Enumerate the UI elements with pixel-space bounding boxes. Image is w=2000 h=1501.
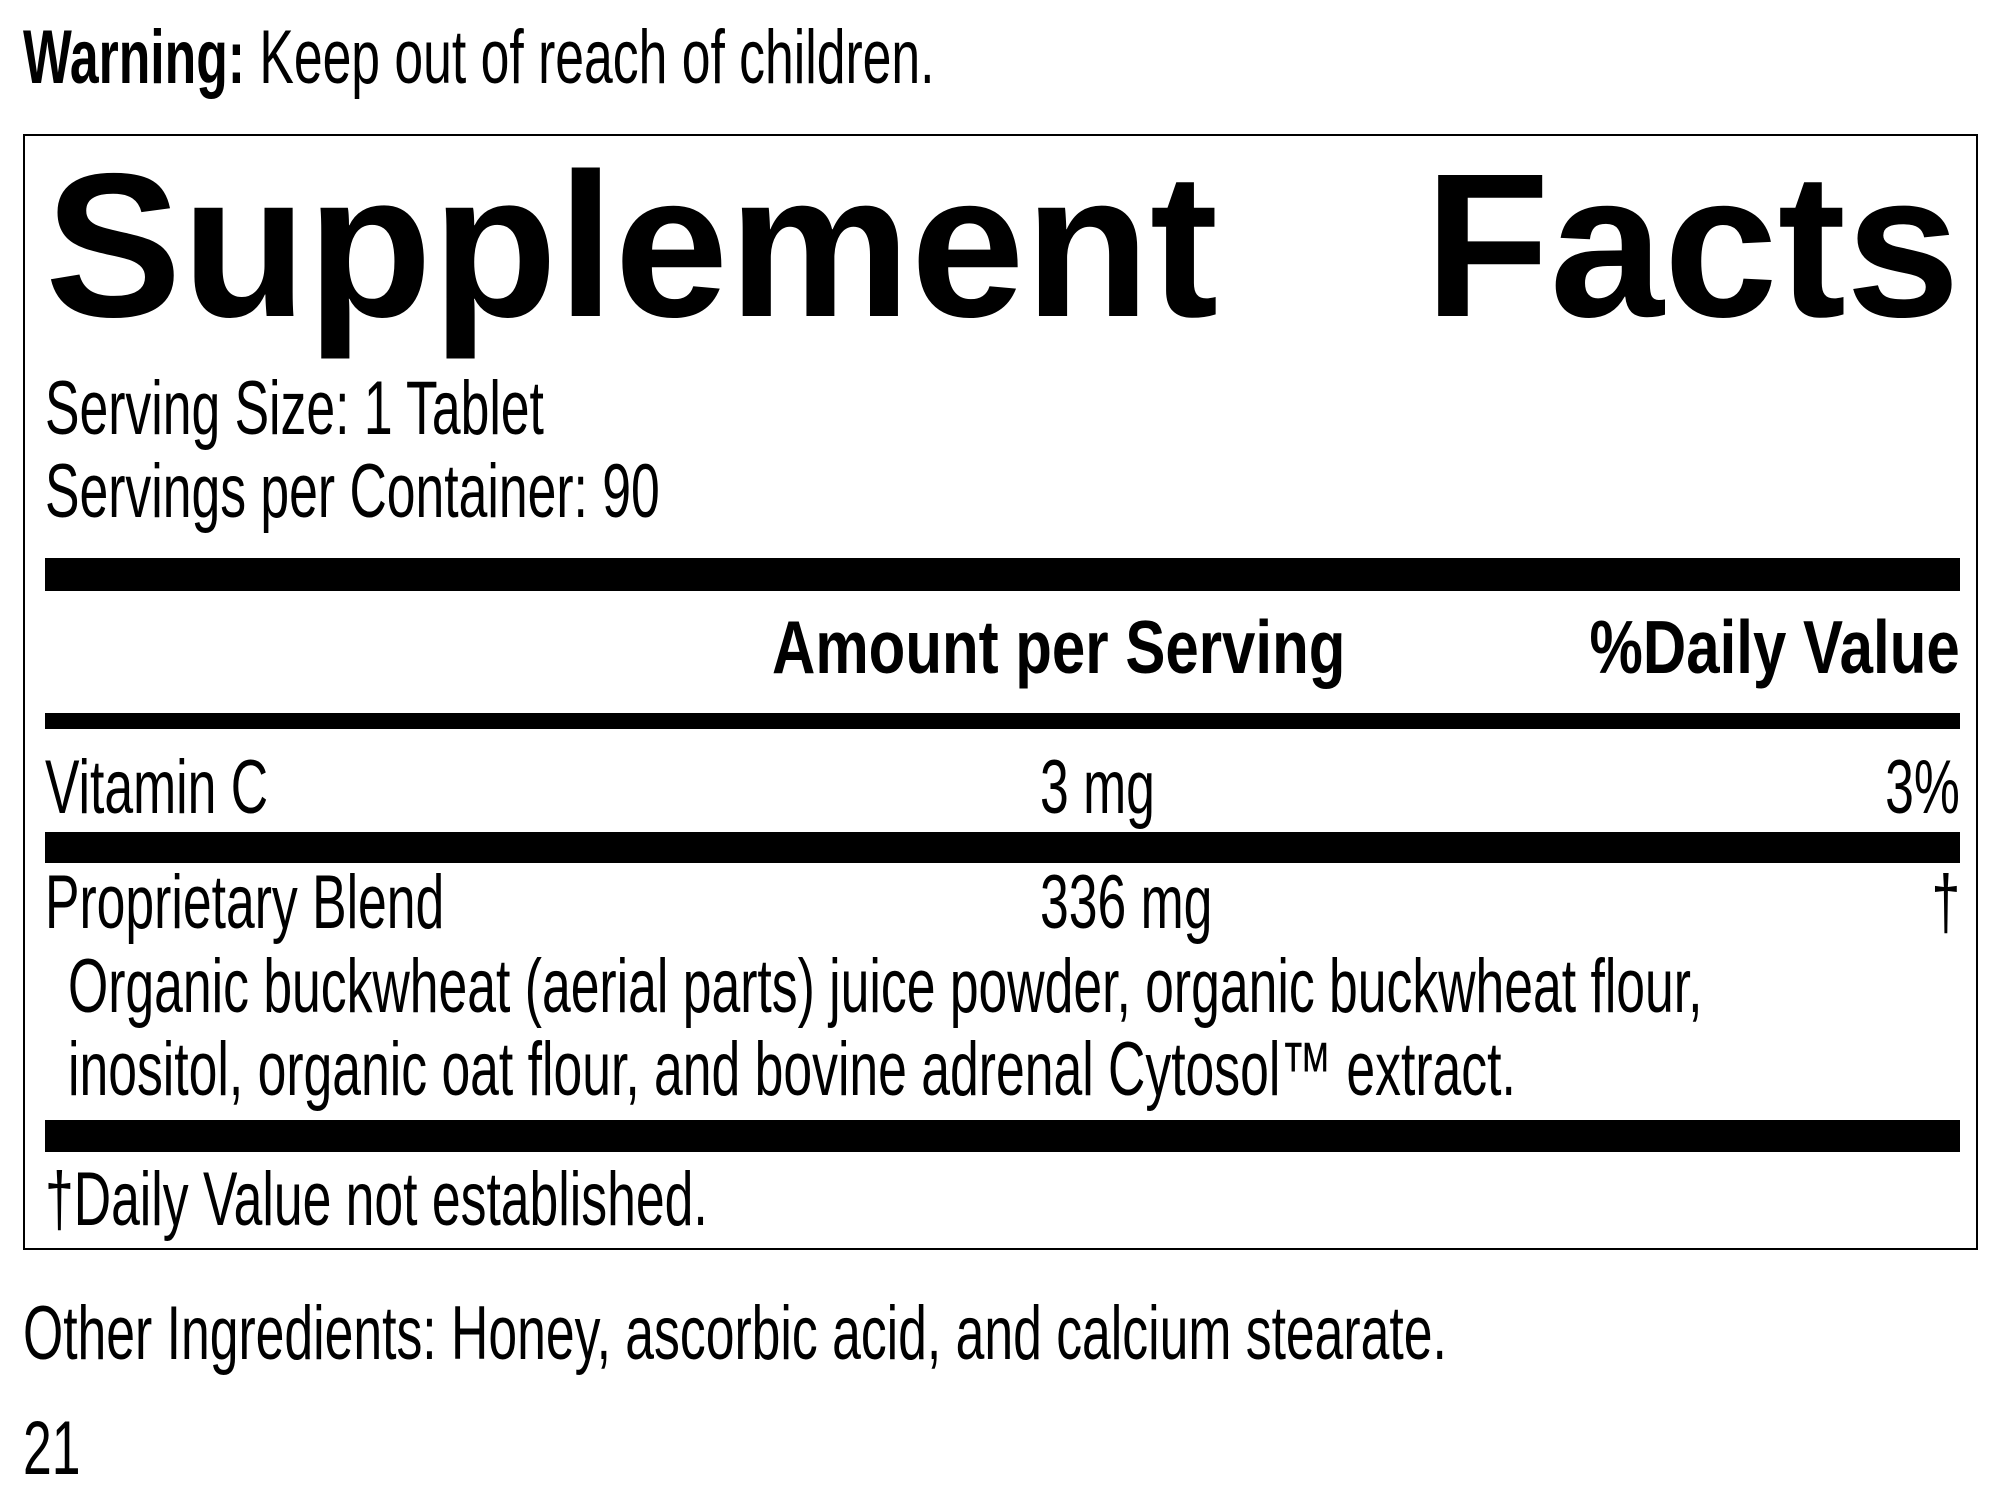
row-daily-value: † [1931,860,1960,945]
divider-thick-3 [45,1120,1960,1152]
divider-thick-2 [45,832,1960,863]
supplement-facts-panel [23,134,1978,1250]
row-amount: 3 mg [1040,745,1155,830]
header-daily-value: %Daily Value [1589,605,1960,689]
title-word-facts: Facts [1424,131,1960,360]
row-name: Proprietary Blend [45,860,445,945]
divider-medium [45,713,1960,729]
other-ingredients: Other Ingredients: Honey, ascorbic acid,… [23,1291,1447,1376]
warning-label: Warning: [23,15,245,100]
blend-ingredients-line: inositol, organic oat flour, and bovine … [68,1027,1516,1112]
servings-per-container: Servings per Container: 90 [45,449,660,534]
row-daily-value: 3% [1885,745,1960,830]
title-word-supplement: Supplement [45,131,1219,360]
header-amount: Amount per Serving [772,605,1346,689]
divider-thick-1 [45,558,1960,591]
warning-line: Warning: Keep out of reach of children. [23,20,935,96]
row-name: Vitamin C [45,745,269,830]
serving-size: Serving Size: 1 Tablet [45,366,544,451]
row-amount: 336 mg [1040,860,1213,945]
footnote: †Daily Value not established. [45,1157,708,1242]
blend-ingredients-line: Organic buckwheat (aerial parts) juice p… [68,944,1703,1029]
warning-text: Keep out of reach of children. [259,15,935,100]
panel-title: Supplement Facts [45,143,1960,348]
page-number: 21 [23,1406,81,1491]
